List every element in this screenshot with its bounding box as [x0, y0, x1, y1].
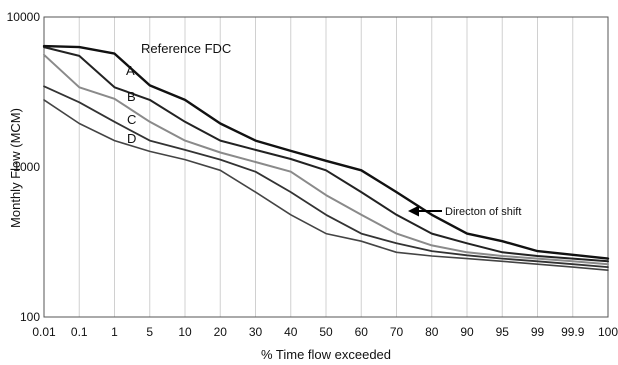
annotation-direction-of-shift: Directon of shift: [445, 206, 521, 218]
series-line-d: [43, 99, 609, 272]
y-tick-label: 100: [20, 310, 40, 324]
x-tick-label: 0.1: [71, 325, 88, 339]
series-line-b: [43, 53, 609, 266]
series-layer: [42, 44, 610, 272]
x-tick-label: 80: [425, 325, 439, 339]
x-tick-label: 20: [214, 325, 228, 339]
x-tick-label: 1: [111, 325, 118, 339]
y-tick-label: 1000: [13, 160, 40, 174]
x-tick-label: 0.01: [32, 325, 56, 339]
annotation-reference-fdc: Reference FDC: [141, 41, 231, 56]
y-axis-title: Monthly Flow (MCM): [8, 108, 23, 228]
y-tick-label: 10000: [7, 10, 41, 24]
x-tick-label: 50: [319, 325, 333, 339]
x-tick-label: 60: [355, 325, 369, 339]
x-tick-labels: 0.01 0.1 1 5 10 20 30 40 50 60 70 80 90 95 99 99.9 100: [32, 325, 618, 339]
annotation-series-b: B: [127, 89, 136, 104]
series-line-c: [43, 85, 609, 269]
x-tick-label: 30: [249, 325, 263, 339]
plot-frame: [43, 16, 609, 318]
series-line-reference-fdc: [42, 44, 610, 260]
vertical-grid: [78, 17, 574, 317]
annotation-series-c: C: [127, 112, 136, 127]
annotation-series-a: A: [126, 63, 135, 78]
x-tick-label: 5: [146, 325, 153, 339]
x-tick-label: 10: [178, 325, 192, 339]
x-tick-label: 100: [598, 325, 618, 339]
shift-arrow-icon: [408, 205, 442, 217]
y-tick-labels: 100 1000 10000: [7, 10, 41, 324]
x-tick-label: 95: [496, 325, 510, 339]
x-axis-title: % Time flow exceeded: [261, 347, 391, 362]
series-line-a: [43, 46, 609, 263]
x-tick-label: 99.9: [561, 325, 585, 339]
annotation-series-d: D: [127, 131, 136, 146]
x-tick-label: 40: [284, 325, 298, 339]
x-tick-label: 99: [531, 325, 545, 339]
x-tick-label: 70: [390, 325, 404, 339]
x-tick-label: 90: [460, 325, 474, 339]
